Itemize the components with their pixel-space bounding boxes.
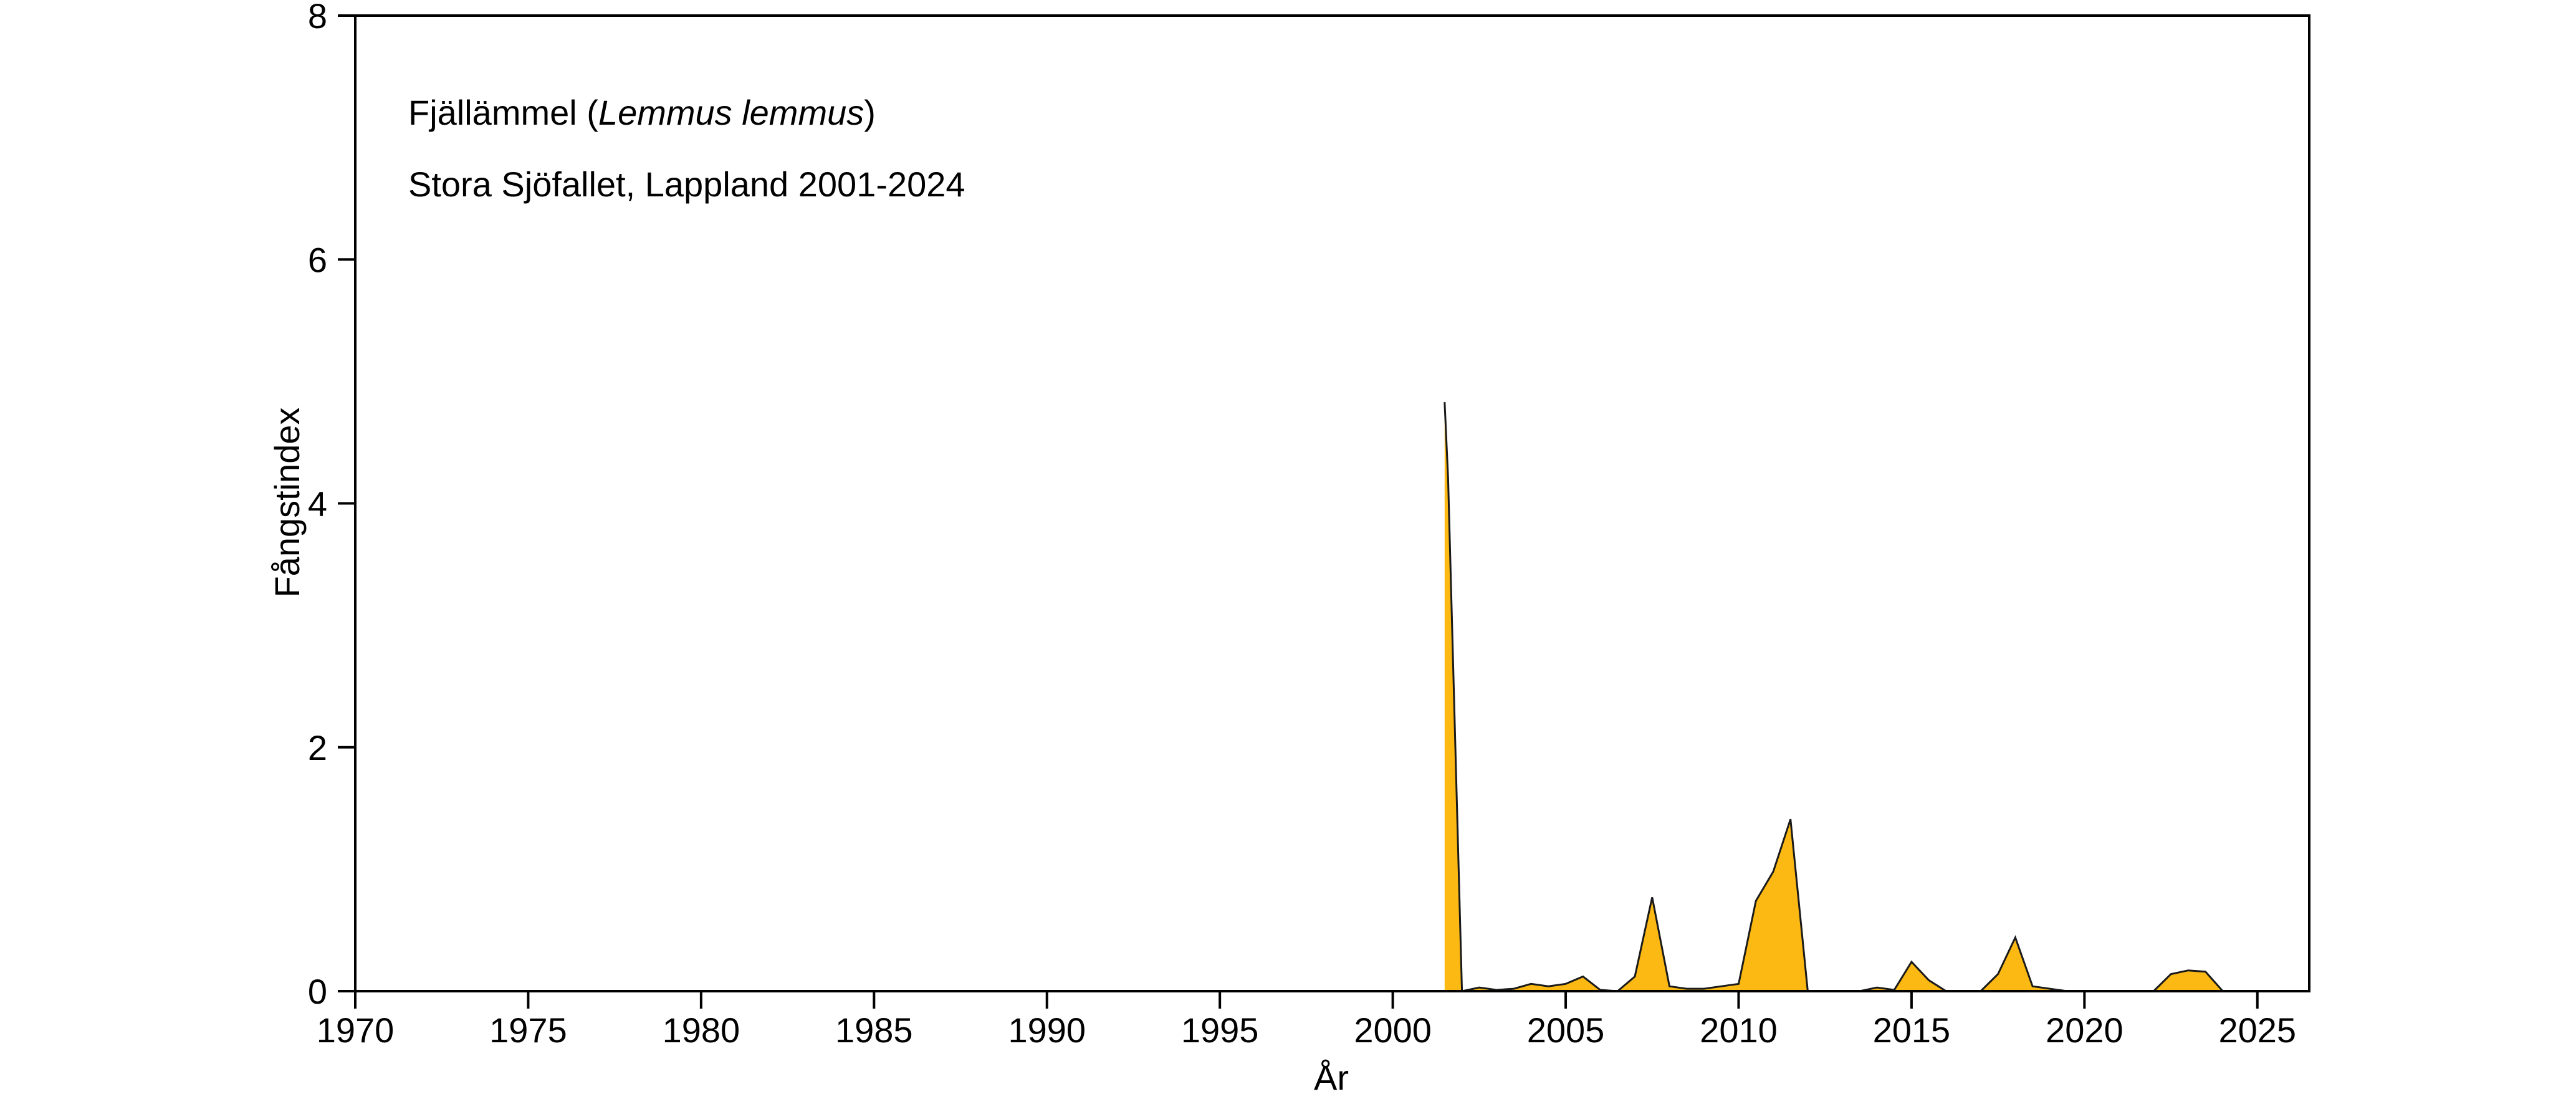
chart-title-prefix: Fjällämmel ( [408,93,598,132]
x-tick-label: 1970 [317,1010,395,1050]
x-tick-label: 2005 [1527,1010,1605,1050]
x-tick-label: 1985 [835,1010,913,1050]
y-tick-label: 8 [308,0,327,36]
chart-title-species: Lemmus lemmus [598,93,864,132]
x-tick-label: 2015 [1873,1010,1951,1050]
x-tick-label: 1980 [663,1010,740,1050]
x-axis-label: År [1314,1058,1349,1097]
chart-title-suffix: ) [864,93,876,132]
x-tick-label: 1975 [489,1010,567,1050]
x-tick-label: 1990 [1008,1010,1086,1050]
chart-subtitle: Stora Sjöfallet, Lappland 2001-2024 [408,165,965,204]
plot-frame [354,14,2310,992]
plot-area [354,14,2310,992]
series-line [1444,402,2309,992]
x-tick-label: 2020 [2046,1010,2124,1050]
y-axis-label: Fångstindex [267,407,307,597]
chart-title: Fjällämmel (Lemmus lemmus) [408,93,876,132]
x-tick-label: 2010 [1700,1010,1778,1050]
x-tick-label: 2025 [2218,1010,2296,1050]
y-tick-label: 2 [308,728,327,767]
y-tick-label: 4 [308,484,327,524]
x-tick-label: 1995 [1181,1010,1259,1050]
y-tick-label: 6 [308,240,327,279]
y-axis: 0 2 4 6 8 [308,0,355,1011]
series-area [1444,402,2309,991]
x-axis: 1970 1975 1980 1985 1990 1995 2000 2005 2010 2015… [317,991,2296,1050]
x-tick-label: 2000 [1354,1010,1432,1050]
y-tick-label: 0 [308,972,327,1011]
